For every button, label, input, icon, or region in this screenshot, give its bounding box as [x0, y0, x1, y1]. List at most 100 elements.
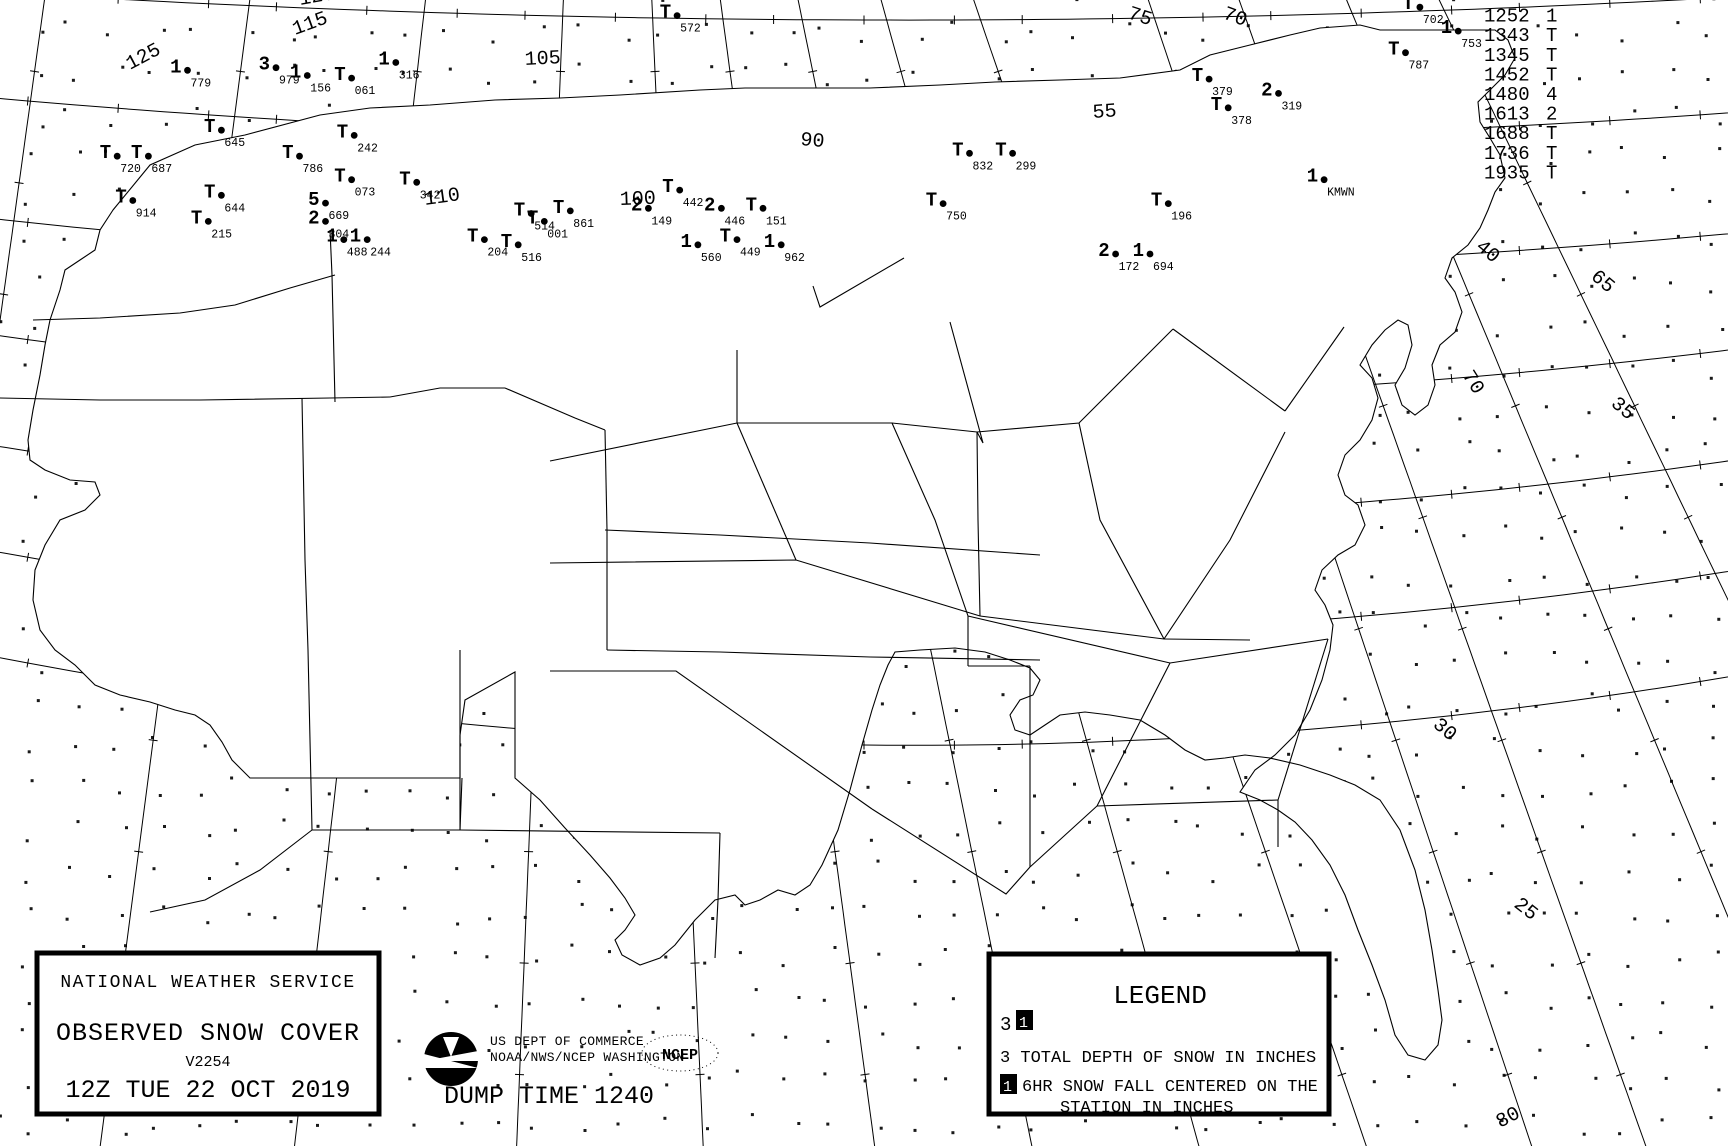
svg-text:T: T [662, 176, 673, 198]
svg-text:2: 2 [704, 194, 715, 216]
svg-text:750: 750 [946, 211, 967, 224]
svg-text:316: 316 [399, 70, 420, 83]
svg-text:687: 687 [151, 163, 172, 176]
svg-text:1: 1 [170, 56, 181, 78]
svg-text:1: 1 [350, 226, 361, 248]
svg-text:T: T [553, 197, 564, 219]
svg-text:1: 1 [1133, 240, 1144, 262]
svg-text:T: T [1402, 0, 1413, 15]
svg-text:962: 962 [784, 252, 805, 265]
svg-text:2: 2 [308, 207, 319, 229]
svg-text:1935: 1935 [1484, 162, 1530, 184]
svg-text:STATION IN INCHES: STATION IN INCHES [1060, 1099, 1233, 1118]
svg-text:1: 1 [326, 226, 337, 248]
svg-text:T: T [1151, 190, 1162, 212]
svg-text:T: T [204, 116, 215, 138]
svg-text:914: 914 [136, 208, 157, 221]
svg-text:1: 1 [680, 231, 691, 253]
svg-text:NOAA/NWS/NCEP WASHINGTON: NOAA/NWS/NCEP WASHINGTON [490, 1050, 684, 1065]
svg-text:319: 319 [1282, 100, 1303, 113]
svg-text:T: T [282, 142, 293, 164]
svg-text:787: 787 [1409, 60, 1430, 73]
svg-text:1: 1 [378, 49, 389, 71]
svg-text:572: 572 [680, 23, 701, 36]
svg-text:1: 1 [1019, 1015, 1028, 1032]
svg-text:514: 514 [534, 221, 555, 234]
svg-text:T: T [720, 226, 731, 248]
svg-text:779: 779 [191, 77, 212, 90]
svg-text:669: 669 [329, 210, 350, 223]
svg-text:6HR SNOW FALL CENTERED ON THE: 6HR SNOW FALL CENTERED ON THE [1022, 1078, 1318, 1097]
svg-text:T: T [1192, 65, 1203, 87]
svg-text:1: 1 [290, 62, 301, 84]
svg-text:151: 151 [766, 215, 787, 228]
svg-text:560: 560 [701, 252, 722, 265]
svg-text:T: T [746, 194, 757, 216]
svg-text:488: 488 [347, 247, 368, 260]
svg-text:832: 832 [973, 160, 994, 173]
svg-text:T: T [115, 187, 126, 209]
svg-text:T: T [926, 190, 937, 212]
svg-text:861: 861 [573, 218, 594, 231]
svg-text:244: 244 [370, 247, 391, 260]
svg-text:3: 3 [1000, 1014, 1011, 1036]
svg-text:645: 645 [224, 137, 245, 150]
svg-text:1: 1 [1003, 1079, 1012, 1096]
svg-text:KMWN: KMWN [1327, 187, 1355, 200]
svg-text:694: 694 [1153, 261, 1174, 274]
svg-text:T: T [399, 168, 410, 190]
svg-text:378: 378 [1231, 115, 1252, 128]
svg-text:V2254: V2254 [185, 1054, 230, 1071]
svg-text:2: 2 [1098, 240, 1109, 262]
svg-text:T: T [334, 166, 345, 188]
svg-text:T: T [660, 2, 671, 24]
svg-text:90: 90 [799, 129, 825, 154]
svg-text:T: T [1388, 39, 1399, 61]
svg-text:12Z TUE 22 OCT 2019: 12Z TUE 22 OCT 2019 [65, 1076, 350, 1105]
svg-text:1: 1 [1441, 17, 1452, 39]
svg-text:449: 449 [740, 247, 761, 260]
svg-text:753: 753 [1461, 38, 1482, 51]
svg-text:US DEPT OF COMMERCE: US DEPT OF COMMERCE [490, 1034, 644, 1049]
svg-text:T: T [995, 139, 1006, 161]
svg-text:T: T [204, 181, 215, 203]
svg-text:T: T [1211, 94, 1222, 116]
svg-text:LEGEND: LEGEND [1113, 981, 1207, 1011]
svg-text:2: 2 [1261, 79, 1272, 101]
svg-text:442: 442 [683, 197, 704, 210]
svg-text:OBSERVED SNOW COVER: OBSERVED SNOW COVER [56, 1019, 360, 1048]
svg-text:786: 786 [303, 163, 324, 176]
svg-text:299: 299 [1016, 160, 1037, 173]
svg-text:T: T [131, 142, 142, 164]
svg-text:242: 242 [357, 142, 378, 155]
svg-text:720: 720 [120, 163, 141, 176]
svg-text:T: T [1546, 162, 1557, 184]
svg-text:061: 061 [355, 85, 376, 98]
svg-text:196: 196 [1171, 211, 1192, 224]
svg-text:105: 105 [524, 47, 561, 72]
svg-text:172: 172 [1119, 261, 1140, 274]
svg-text:T: T [467, 226, 478, 248]
svg-text:3 TOTAL DEPTH OF SNOW IN INCHE: 3 TOTAL DEPTH OF SNOW IN INCHES [1000, 1049, 1316, 1068]
svg-text:T: T [514, 200, 525, 222]
svg-text:NATIONAL WEATHER SERVICE: NATIONAL WEATHER SERVICE [60, 973, 355, 993]
svg-text:149: 149 [651, 215, 672, 228]
svg-text:T: T [334, 64, 345, 86]
svg-text:DUMP TIME 1240: DUMP TIME 1240 [444, 1082, 654, 1111]
svg-text:T: T [501, 231, 512, 253]
svg-text:55: 55 [1092, 100, 1118, 125]
svg-text:1: 1 [1307, 166, 1318, 188]
svg-text:073: 073 [355, 187, 376, 200]
svg-text:T: T [191, 207, 202, 229]
svg-text:156: 156 [310, 83, 331, 96]
svg-text:1: 1 [764, 231, 775, 253]
svg-text:516: 516 [521, 252, 542, 265]
svg-text:T: T [952, 139, 963, 161]
svg-text:3: 3 [259, 54, 270, 76]
svg-text:T: T [337, 121, 348, 143]
svg-text:100: 100 [619, 188, 656, 212]
svg-text:644: 644 [224, 202, 245, 215]
svg-text:T: T [100, 142, 111, 164]
svg-text:215: 215 [211, 228, 232, 241]
svg-text:NCEP: NCEP [662, 1047, 698, 1064]
